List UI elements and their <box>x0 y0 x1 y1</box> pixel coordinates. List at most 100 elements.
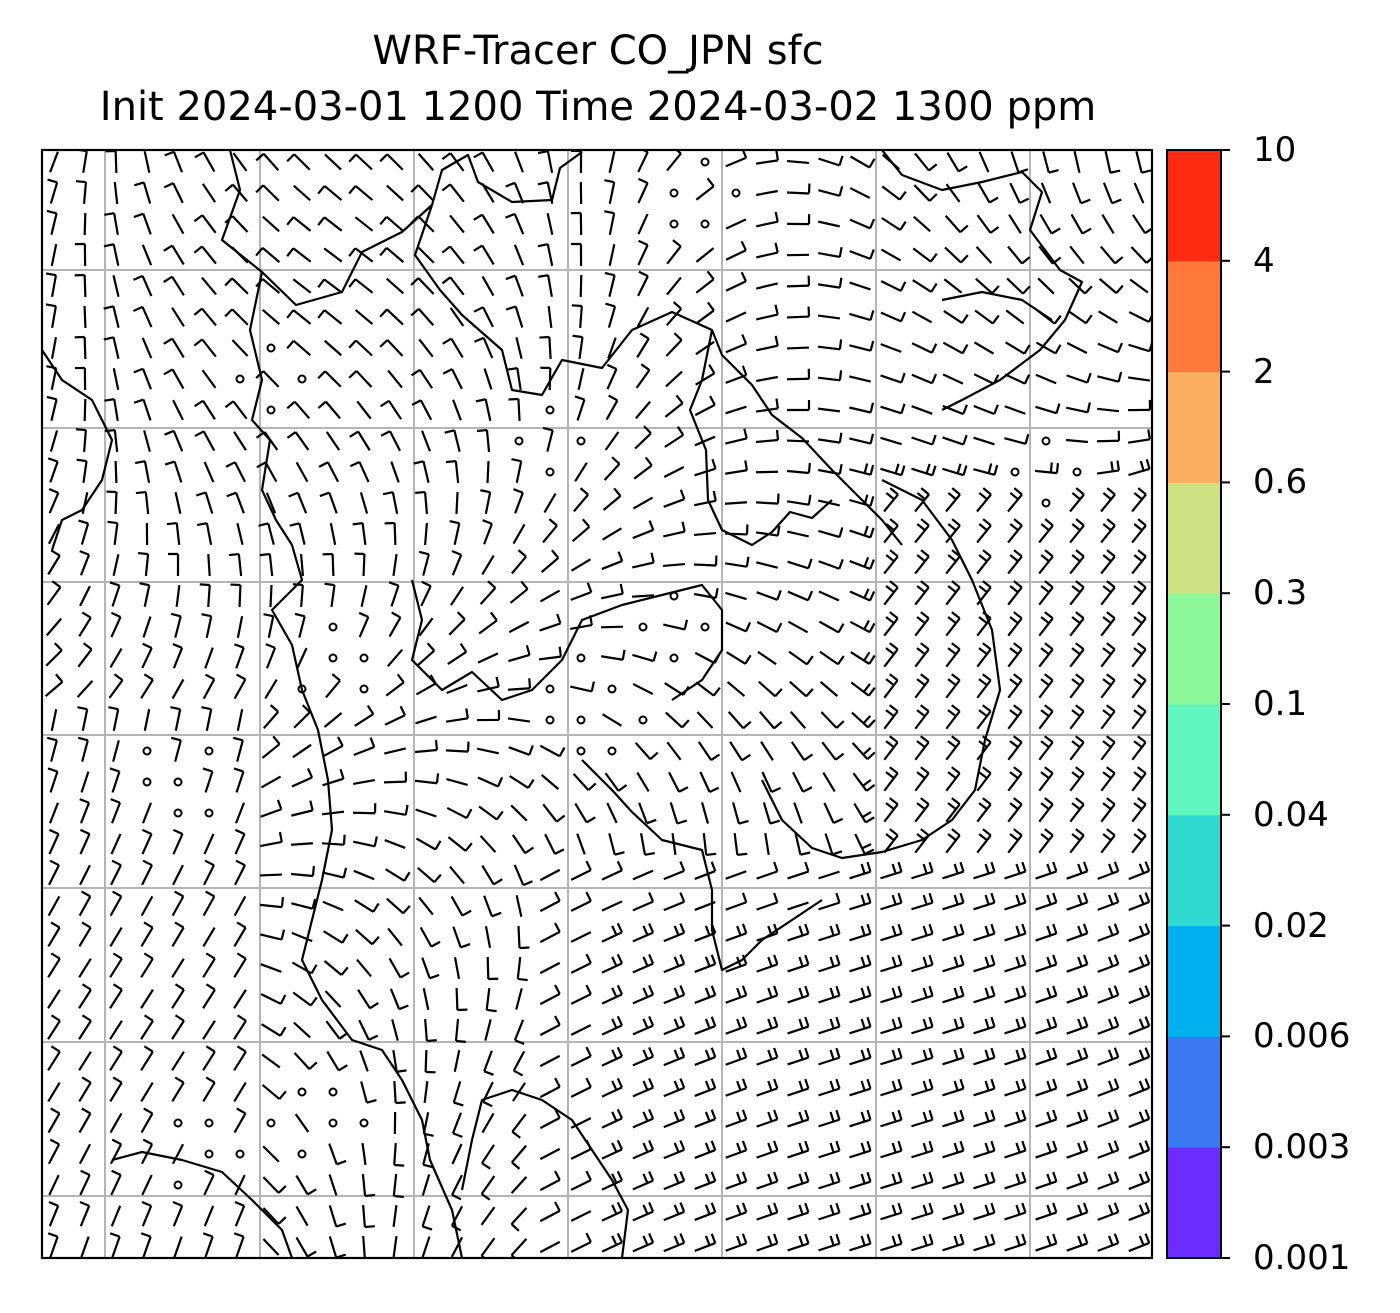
wind-barb <box>473 213 495 234</box>
wind-barb <box>792 771 813 793</box>
wind-barb <box>600 625 624 629</box>
wind-barb <box>202 1232 214 1258</box>
wind-barb <box>818 1202 841 1221</box>
wind-barb <box>317 309 343 325</box>
wind-barb <box>633 456 653 480</box>
wind-barb <box>445 741 470 753</box>
wind-barb <box>449 214 465 234</box>
wind-barb <box>699 771 720 793</box>
wind-barb <box>914 549 930 575</box>
wind-barb <box>236 523 244 545</box>
wind-barb <box>269 584 273 608</box>
wind-barb <box>945 487 961 513</box>
wind-barb <box>1069 673 1085 699</box>
wind-barb <box>663 861 686 881</box>
wind-barb <box>171 1143 185 1165</box>
calm-wind-marker <box>328 1087 338 1097</box>
wind-barb <box>577 368 585 390</box>
wind-barb <box>1007 549 1023 575</box>
wind-barb <box>286 216 312 232</box>
colorbar-tick-label: 2 <box>1253 351 1275 392</box>
colorbar-segment <box>1167 1036 1221 1148</box>
wind-barb <box>818 1140 841 1159</box>
wind-barb <box>143 151 151 173</box>
wind-barb <box>454 1018 467 1043</box>
wind-barb <box>818 1171 841 1190</box>
wind-barb <box>295 1175 317 1196</box>
wind-barb <box>973 373 1000 385</box>
colorbar-tick-label: 4 <box>1253 240 1275 281</box>
wind-barb <box>348 370 373 388</box>
wind-barb <box>663 489 686 508</box>
wind-barb <box>106 490 118 515</box>
wind-barb <box>817 246 843 259</box>
wind-barb <box>322 736 344 758</box>
wind-barb <box>973 892 996 911</box>
wind-barb <box>164 429 184 452</box>
wind-barb <box>601 1170 623 1191</box>
wind-barb <box>880 1140 903 1159</box>
wind-barb <box>109 1232 121 1258</box>
wind-barb <box>911 1171 934 1190</box>
wind-barb <box>817 463 843 476</box>
wind-barb <box>79 798 91 824</box>
wind-barb <box>1066 1202 1089 1221</box>
wind-barb <box>47 1138 61 1165</box>
wind-barb <box>379 153 404 171</box>
wind-barb <box>323 960 349 976</box>
wind-barb <box>539 1240 561 1254</box>
wind-barb <box>976 549 992 575</box>
calm-wind-marker <box>576 653 586 663</box>
wind-barb <box>1009 182 1030 204</box>
wind-barb <box>348 185 374 201</box>
wind-barb <box>849 1140 872 1159</box>
wind-barb <box>1065 438 1089 444</box>
wind-barb <box>261 1053 281 1069</box>
wind-barb <box>732 802 749 825</box>
wind-barb <box>112 740 120 762</box>
wind-barb <box>539 1147 561 1161</box>
wind-barb <box>475 398 492 421</box>
wind-barb <box>817 407 841 413</box>
wind-barb <box>46 580 62 606</box>
wind-barb <box>755 525 781 537</box>
wind-barb <box>817 432 843 444</box>
wind-barb <box>694 1202 717 1221</box>
wind-barb <box>163 368 185 390</box>
wind-barb <box>224 183 248 203</box>
wind-barb <box>512 1082 526 1102</box>
wind-barb <box>140 989 154 1009</box>
wind-barb <box>883 580 899 606</box>
wind-barb <box>1131 580 1147 606</box>
wind-barb <box>441 183 465 203</box>
wind-barb <box>110 859 122 886</box>
wind-barb <box>421 1174 431 1196</box>
wind-barb <box>1004 985 1027 1004</box>
colorbar-segment <box>1167 925 1221 1037</box>
wind-barb <box>259 552 274 577</box>
wind-barb <box>1066 1047 1089 1066</box>
wind-barb <box>817 314 841 320</box>
wind-barb <box>294 1113 310 1133</box>
wind-barb <box>880 463 906 477</box>
wind-barb <box>1035 1202 1058 1221</box>
wind-barb <box>636 306 650 328</box>
wind-barb <box>1004 1078 1027 1097</box>
wind-barb <box>171 1014 185 1040</box>
wind-barb <box>193 307 217 327</box>
wind-barb <box>410 277 435 295</box>
wind-barb <box>233 952 247 978</box>
wind-barb <box>569 615 593 630</box>
wind-barb <box>601 984 623 1005</box>
wind-barb <box>261 1023 287 1037</box>
wind-barb <box>79 585 91 607</box>
wind-barb <box>141 828 153 855</box>
wind-barb <box>604 772 628 792</box>
wind-barb <box>1129 278 1149 294</box>
wind-barb <box>818 1109 841 1128</box>
wind-barb <box>47 1107 61 1134</box>
wind-barb <box>663 985 686 1005</box>
wind-barb <box>942 1109 965 1128</box>
wind-barb <box>725 621 752 633</box>
coastline-southeast-land <box>460 1088 630 1258</box>
